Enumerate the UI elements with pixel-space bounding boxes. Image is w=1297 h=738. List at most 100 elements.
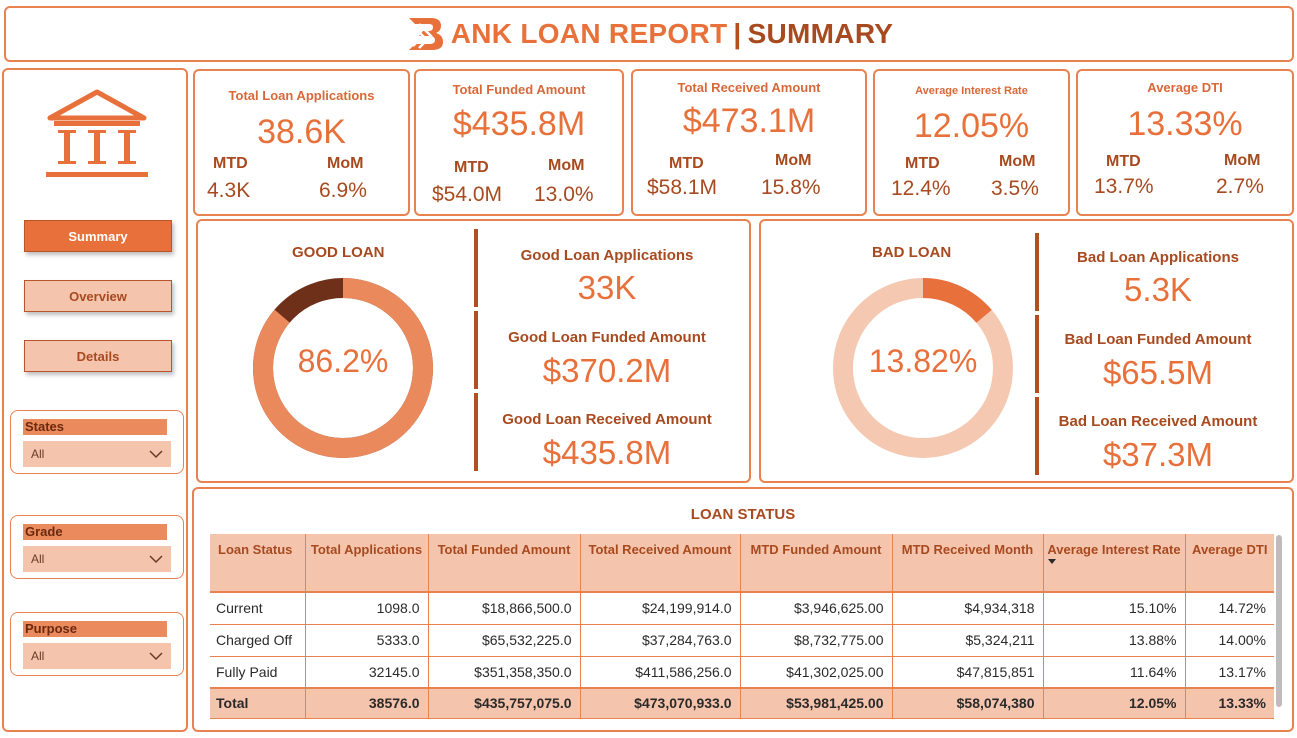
kpi-mom-label: MoM: [775, 152, 812, 169]
bad-loan-received-value: $37.3M: [1102, 436, 1214, 473]
good-loan-percent: 86.2%: [297, 343, 389, 379]
table-header-row: Loan Status Total Applications Total Fun…: [210, 534, 1274, 593]
loan-status-title: LOAN STATUS: [690, 506, 796, 523]
grade-dropdown-value: All: [31, 552, 45, 566]
col-header-mtd-funded[interactable]: MTD Funded Amount: [740, 534, 893, 593]
bad-loan-applications-label: Bad Loan Applications: [1077, 249, 1239, 266]
table-cell: $41,302,025.00: [740, 656, 893, 689]
good-loan-title: GOOD LOAN: [292, 244, 385, 261]
purpose-dropdown-value: All: [31, 649, 45, 663]
table-cell: $53,981,425.00: [740, 687, 893, 719]
kpi-mom-value: 13.0%: [534, 183, 594, 206]
kpi-total-received-amount: Total Received Amount $473.1M MTD MoM $5…: [631, 69, 867, 216]
table-cell: 1098.0: [305, 592, 429, 625]
kpi-value: $473.1M: [682, 102, 816, 140]
grade-slicer-label: Grade: [23, 524, 167, 540]
bad-loan-applications-value: 5.3K: [1124, 271, 1192, 308]
kpi-mom-label: MoM: [1224, 152, 1261, 169]
table-cell: $473,070,933.0: [580, 687, 741, 719]
kpi-total-loan-applications: Total Loan Applications 38.6K MTD MoM 4.…: [193, 69, 410, 216]
good-loan-donut-arc: [253, 278, 433, 458]
table-cell: $411,586,256.0: [580, 656, 741, 689]
chevron-down-icon: [149, 652, 163, 661]
bad-loan-received-label: Bad Loan Received Amount: [1058, 413, 1258, 430]
table-cell: 15.10%: [1043, 592, 1186, 625]
kpi-mtd-label: MTD: [905, 155, 940, 172]
kpi-average-interest-rate: Average Interest Rate 12.05% MTD MoM 12.…: [873, 69, 1070, 216]
kpi-mtd-label: MTD: [1106, 153, 1141, 170]
table-cell: $65,532,225.0: [428, 624, 581, 657]
kpi-mtd-value: 12.4%: [891, 177, 951, 200]
col-header-total-received[interactable]: Total Received Amount: [580, 534, 741, 593]
states-dropdown-value: All: [31, 447, 45, 461]
kpi-mom-label: MoM: [548, 157, 585, 174]
divider: [1035, 315, 1039, 393]
table-cell: 13.17%: [1185, 656, 1274, 689]
table-cell: 13.33%: [1185, 687, 1274, 719]
table-total-row: Total 38576.0 $435,757,075.0 $473,070,93…: [210, 687, 1274, 719]
table-row: Current 1098.0 $18,866,500.0 $24,199,914…: [210, 592, 1274, 625]
kpi-value: 12.05%: [913, 107, 1030, 145]
kpi-mom-value: 15.8%: [761, 176, 821, 199]
good-loan-panel: GOOD LOAN 86.2% Good Loan Applications 3…: [196, 219, 751, 483]
col-header-avg-dti[interactable]: Average DTI: [1185, 534, 1274, 593]
loan-status-panel: LOAN STATUS Loan Status Total Applicatio…: [192, 487, 1294, 732]
kpi-mom-value: 6.9%: [319, 179, 367, 202]
col-header-mtd-received[interactable]: MTD Received Month: [892, 534, 1044, 593]
good-loan-received-label: Good Loan Received Amount: [502, 411, 712, 428]
kpi-value: $435.8M: [452, 105, 586, 143]
title-separator: |: [733, 18, 742, 49]
col-header-loan-status[interactable]: Loan Status: [210, 534, 306, 593]
divider: [474, 393, 478, 471]
kpi-value: 13.33%: [1127, 105, 1243, 143]
table-scrollbar[interactable]: [1276, 535, 1282, 707]
table-cell: 38576.0: [305, 687, 429, 719]
table-cell: Total: [210, 687, 306, 719]
table-cell: Charged Off: [210, 624, 306, 657]
kpi-title: Average DTI: [1147, 80, 1223, 95]
kpi-mom-value: 3.5%: [991, 177, 1039, 200]
good-loan-funded-label: Good Loan Funded Amount: [508, 329, 706, 346]
table-cell: $3,946,625.00: [740, 592, 893, 625]
kpi-mtd-label: MTD: [213, 155, 248, 172]
col-header-avg-interest[interactable]: Average Interest Rate: [1043, 534, 1186, 593]
bank-logo-icon: [408, 18, 443, 50]
table-cell: 11.64%: [1043, 656, 1186, 689]
kpi-title: Total Funded Amount: [452, 82, 586, 97]
good-loan-applications-label: Good Loan Applications: [520, 247, 694, 264]
kpi-value: 38.6K: [257, 113, 346, 151]
divider: [1035, 397, 1039, 475]
divider: [1035, 233, 1039, 311]
table-cell: 12.05%: [1043, 687, 1186, 719]
nav-details-button[interactable]: Details: [24, 340, 172, 372]
kpi-mtd-value: $54.0M: [432, 183, 503, 206]
purpose-dropdown[interactable]: All: [23, 643, 171, 669]
nav-overview-button[interactable]: Overview: [24, 280, 172, 312]
grade-dropdown[interactable]: All: [23, 546, 171, 572]
kpi-mom-label: MoM: [999, 153, 1036, 170]
table-cell: 13.88%: [1043, 624, 1186, 657]
table-cell: Current: [210, 592, 306, 625]
loan-status-table: Loan Status Total Applications Total Fun…: [210, 534, 1274, 719]
col-header-total-applications[interactable]: Total Applications: [305, 534, 429, 593]
bad-loan-funded-value: $65.5M: [1102, 354, 1214, 391]
col-header-avg-interest-label: Average Interest Rate: [1047, 542, 1181, 557]
table-row: Fully Paid 32145.0 $351,358,350.0 $411,5…: [210, 656, 1274, 689]
kpi-mtd-label: MTD: [454, 159, 489, 176]
divider: [474, 229, 478, 307]
kpi-mom-value: 2.7%: [1216, 175, 1264, 198]
col-header-total-funded[interactable]: Total Funded Amount: [428, 534, 581, 593]
kpi-total-funded-amount: Total Funded Amount $435.8M MTD MoM $54.…: [414, 69, 624, 216]
states-dropdown[interactable]: All: [23, 441, 171, 467]
table-cell: $24,199,914.0: [580, 592, 741, 625]
nav-summary-button[interactable]: Summary: [24, 220, 172, 252]
states-slicer: States All: [10, 410, 184, 474]
bad-loan-percent: 13.82%: [868, 343, 978, 379]
table-cell: $58,074,380: [892, 687, 1044, 719]
table-cell: 14.72%: [1185, 592, 1274, 625]
purpose-slicer: Purpose All: [10, 612, 184, 676]
title-sub: SUMMARY: [747, 18, 894, 49]
good-loan-donut: [253, 278, 433, 458]
table-cell: $47,815,851: [892, 656, 1044, 689]
bad-loan-funded-label: Bad Loan Funded Amount: [1064, 331, 1252, 348]
